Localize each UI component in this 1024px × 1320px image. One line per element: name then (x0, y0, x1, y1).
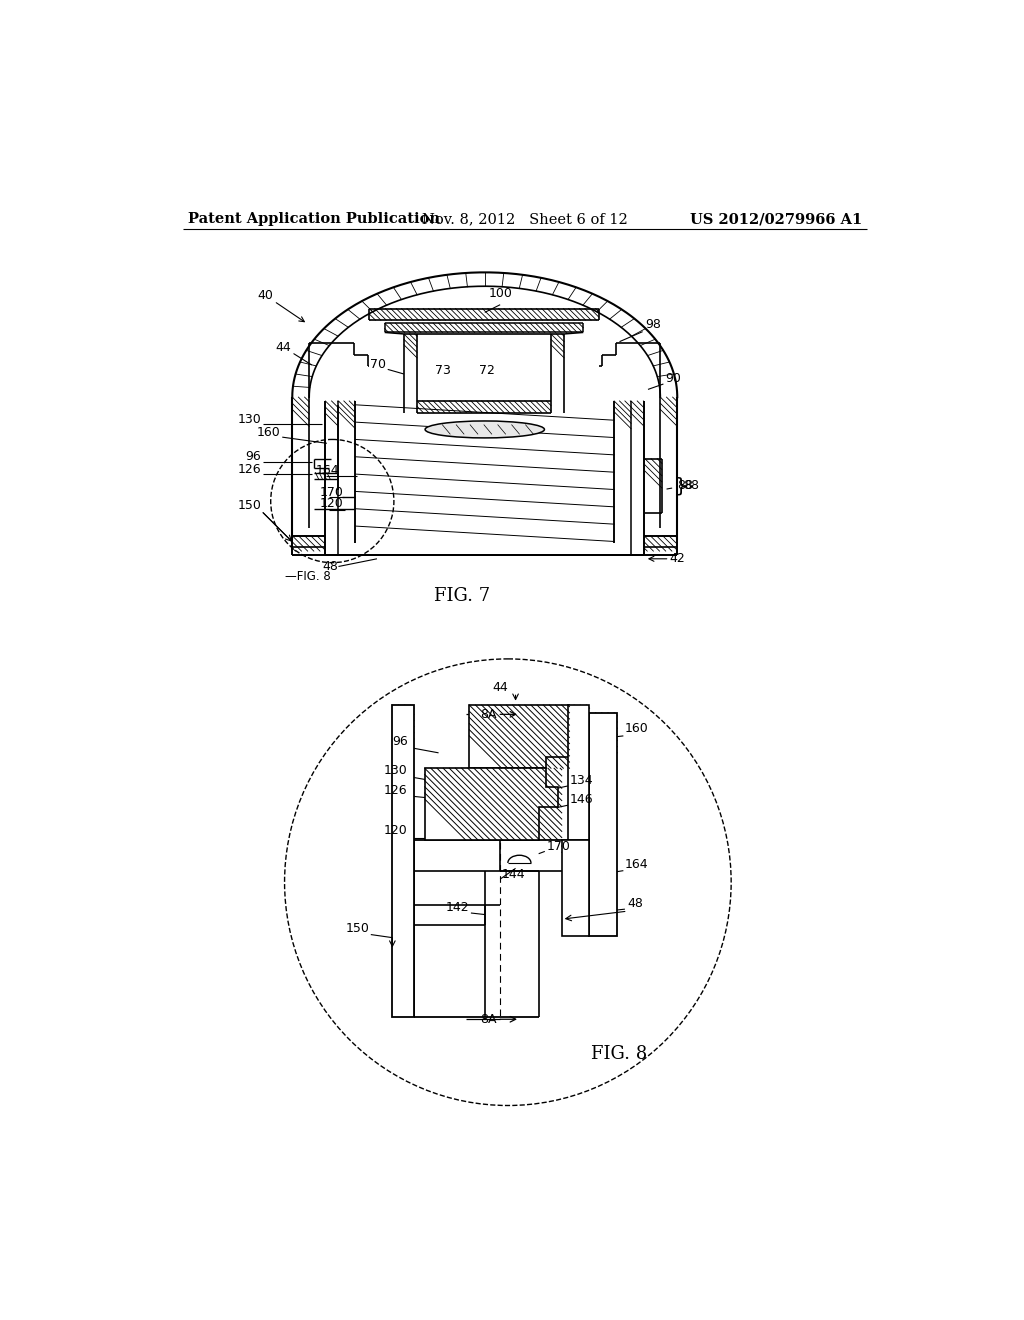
Text: 44: 44 (275, 341, 311, 364)
Text: 144: 144 (502, 867, 525, 880)
Text: 134: 134 (569, 774, 593, 787)
Text: Nov. 8, 2012   Sheet 6 of 12: Nov. 8, 2012 Sheet 6 of 12 (422, 213, 628, 226)
Text: 164: 164 (625, 858, 648, 871)
Text: 146: 146 (569, 793, 593, 807)
Text: 130: 130 (384, 764, 408, 777)
Text: 170: 170 (319, 486, 343, 499)
Bar (562, 840, 590, 936)
Bar (590, 713, 617, 936)
Text: 170: 170 (547, 840, 570, 853)
Text: 72: 72 (479, 364, 496, 378)
Text: 90: 90 (666, 372, 682, 384)
Text: 126: 126 (238, 462, 261, 475)
Text: 88: 88 (667, 479, 693, 492)
Text: 164: 164 (315, 465, 339, 477)
Text: 150: 150 (345, 923, 370, 936)
Text: 96: 96 (246, 450, 261, 463)
Text: 142: 142 (445, 902, 469, 915)
Text: Patent Application Publication: Patent Application Publication (188, 213, 440, 226)
Bar (568, 705, 590, 840)
Text: 160: 160 (257, 425, 281, 438)
Bar (392, 705, 414, 1016)
Text: 98: 98 (645, 318, 660, 331)
Text: 8A: 8A (480, 708, 497, 721)
Text: 70: 70 (371, 358, 386, 371)
Ellipse shape (425, 421, 545, 438)
Text: 73: 73 (435, 364, 451, 378)
Text: FIG. 7: FIG. 7 (433, 587, 489, 605)
Text: 160: 160 (625, 722, 648, 735)
Text: US 2012/0279966 A1: US 2012/0279966 A1 (690, 213, 862, 226)
Text: 126: 126 (384, 784, 408, 797)
Polygon shape (425, 768, 558, 840)
Text: 48: 48 (628, 896, 643, 909)
Text: 48: 48 (323, 561, 339, 573)
Text: 120: 120 (319, 498, 343, 511)
Text: 8A: 8A (480, 1012, 497, 1026)
Text: 96: 96 (392, 735, 408, 748)
Text: 44: 44 (493, 681, 508, 694)
Polygon shape (469, 705, 569, 768)
Text: 40: 40 (258, 289, 304, 322)
Text: 120: 120 (384, 825, 408, 837)
Text: FIG. 8: FIG. 8 (592, 1045, 647, 1064)
Text: 130: 130 (238, 413, 261, 425)
Text: }: } (675, 477, 687, 495)
Text: 150: 150 (238, 499, 261, 512)
Text: 100: 100 (488, 286, 512, 300)
Text: 42: 42 (649, 552, 685, 565)
Text: —FIG. 8: —FIG. 8 (285, 570, 331, 583)
Text: 88: 88 (683, 479, 699, 492)
